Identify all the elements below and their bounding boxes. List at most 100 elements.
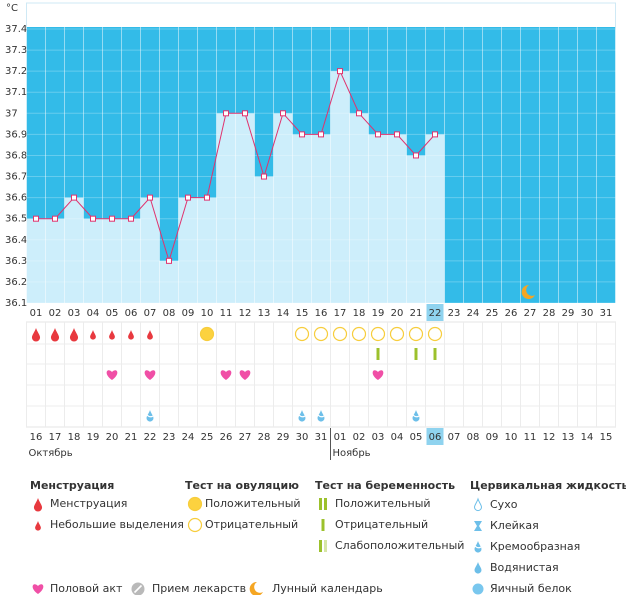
date-label: 06 bbox=[429, 432, 442, 443]
legend-label: Положительный bbox=[335, 497, 431, 510]
temp-point bbox=[375, 131, 381, 138]
legend-label: Клейкая bbox=[490, 519, 539, 532]
swirl bbox=[146, 414, 154, 418]
temp-bar bbox=[425, 134, 445, 303]
legend-label: Отрицательный bbox=[335, 518, 428, 531]
y-tick-label: 36.6 bbox=[5, 193, 27, 204]
x-tick-label: 22 bbox=[429, 308, 442, 319]
temp-point bbox=[109, 215, 115, 222]
y-tick-label: 37.2 bbox=[5, 66, 27, 77]
test-bar bbox=[414, 348, 418, 360]
x-tick-label: 23 bbox=[448, 308, 461, 319]
intercourse-mark bbox=[106, 370, 118, 380]
ovulation-mark bbox=[427, 326, 443, 342]
x-tick-label: 09 bbox=[182, 308, 195, 319]
date-label: 22 bbox=[144, 432, 157, 443]
menstruation-mark bbox=[69, 328, 79, 342]
date-label: 25 bbox=[201, 432, 214, 443]
legend-icon bbox=[187, 517, 203, 533]
date-label: 24 bbox=[182, 432, 195, 443]
date-label: 31 bbox=[315, 432, 328, 443]
month-label: Октябрь bbox=[29, 448, 73, 459]
test-bar bbox=[376, 348, 380, 360]
legend-icon bbox=[249, 581, 263, 595]
date-label: 30 bbox=[296, 432, 309, 443]
swirl bbox=[317, 414, 325, 418]
temp-bar bbox=[178, 197, 198, 303]
temp-bar bbox=[368, 134, 388, 303]
date-label: 03 bbox=[372, 432, 385, 443]
legend-icon bbox=[472, 583, 484, 595]
legend-icon bbox=[321, 519, 325, 531]
test-bar bbox=[324, 498, 327, 510]
ovulation-mark bbox=[199, 326, 215, 342]
y-tick-label: 36.7 bbox=[5, 172, 27, 183]
legend-label: Яичный белок bbox=[490, 582, 572, 595]
legend-label: Лунный календарь bbox=[272, 582, 383, 595]
temp-bar bbox=[26, 218, 46, 303]
date-label: 05 bbox=[410, 432, 423, 443]
intercourse-mark bbox=[144, 370, 156, 380]
y-tick-label: 37.3 bbox=[5, 45, 27, 56]
y-tick-label: 37.4 bbox=[5, 24, 27, 35]
month-label: Ноябрь bbox=[333, 448, 371, 459]
legend-label: Сухо bbox=[490, 498, 518, 511]
legend-icon bbox=[474, 497, 482, 512]
y-tick-label: 36.9 bbox=[5, 129, 27, 140]
cervical-mark bbox=[317, 410, 325, 422]
date-label: 23 bbox=[163, 432, 176, 443]
temp-bar bbox=[197, 197, 217, 303]
date-label: 14 bbox=[581, 432, 594, 443]
ovulation-mark bbox=[408, 326, 424, 342]
temp-point bbox=[52, 215, 58, 222]
menstruation-mark bbox=[128, 330, 134, 340]
drop bbox=[412, 410, 420, 422]
pregnancy-mark bbox=[414, 348, 418, 360]
ovulation-mark bbox=[389, 326, 405, 342]
test-bar bbox=[319, 498, 322, 510]
legend-label: Менструация bbox=[50, 497, 127, 510]
moon-mark bbox=[521, 284, 535, 299]
legend-title: Тест на овуляцию bbox=[185, 479, 299, 492]
legend-icon bbox=[474, 521, 482, 531]
pregnancy-mark bbox=[433, 348, 437, 360]
temp-bar bbox=[235, 113, 255, 303]
y-unit: °C bbox=[6, 3, 18, 14]
temp-point bbox=[261, 173, 267, 180]
y-tick-label: 36.8 bbox=[5, 150, 27, 161]
y-tick-label: 37.1 bbox=[5, 87, 27, 98]
legend-label: Водянистая bbox=[490, 561, 559, 574]
temp-point bbox=[299, 131, 305, 138]
legend-icon bbox=[474, 541, 482, 553]
legend-label: Небольшие выделения bbox=[50, 518, 184, 531]
temp-point bbox=[147, 194, 153, 201]
x-tick-label: 29 bbox=[562, 308, 575, 319]
date-label: 28 bbox=[258, 432, 271, 443]
date-label: 11 bbox=[524, 432, 537, 443]
test-bar bbox=[324, 540, 327, 552]
legend-title: Цервикальная жидкость bbox=[470, 479, 626, 492]
legend-icon bbox=[187, 496, 203, 512]
legend-icon bbox=[33, 498, 43, 512]
temp-point bbox=[90, 215, 96, 222]
x-tick-label: 13 bbox=[258, 308, 271, 319]
temp-point bbox=[242, 110, 248, 117]
temp-point bbox=[413, 152, 419, 159]
date-label: 12 bbox=[543, 432, 556, 443]
date-label: 18 bbox=[68, 432, 81, 443]
temp-point bbox=[280, 110, 286, 117]
pregnancy-mark bbox=[376, 348, 380, 360]
cervical-mark bbox=[412, 410, 420, 422]
x-tick-label: 30 bbox=[581, 308, 594, 319]
pill-slash bbox=[133, 584, 143, 594]
x-tick-label: 17 bbox=[334, 308, 347, 319]
x-tick-label: 31 bbox=[600, 308, 613, 319]
temp-point bbox=[71, 194, 77, 201]
y-tick-label: 36.5 bbox=[5, 214, 27, 225]
temp-bar bbox=[83, 218, 103, 303]
date-label: 19 bbox=[87, 432, 100, 443]
x-tick-label: 11 bbox=[220, 308, 233, 319]
x-tick-label: 05 bbox=[106, 308, 119, 319]
temp-point bbox=[394, 131, 400, 138]
temp-bar bbox=[216, 113, 236, 303]
